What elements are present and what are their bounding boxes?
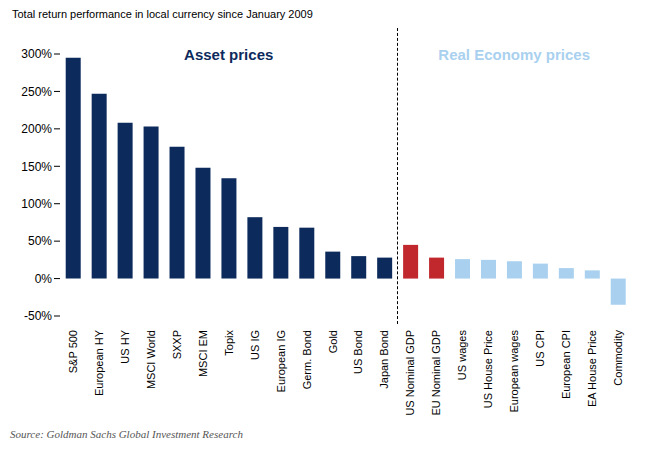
svg-text:European IG: European IG [275,330,287,392]
svg-text:50%: 50% [28,234,52,248]
svg-text:US Bond: US Bond [352,330,364,374]
svg-text:-50%: -50% [24,309,52,323]
svg-text:EU Nominal GDP: EU Nominal GDP [430,330,442,416]
svg-text:300%: 300% [21,47,52,61]
svg-text:SXXP: SXXP [171,330,183,359]
svg-text:Germ. Bond: Germ. Bond [301,330,313,389]
svg-text:Topix: Topix [223,330,235,356]
svg-text:MSCI EM: MSCI EM [197,330,209,377]
svg-text:US Nominal GDP: US Nominal GDP [404,330,416,416]
svg-text:US HY: US HY [119,329,131,363]
svg-text:US wages: US wages [456,330,468,381]
svg-text:European CPI: European CPI [560,330,572,399]
svg-text:Gold: Gold [327,330,339,353]
html-text:Real Economy prices: Real Economy prices [438,46,591,63]
html-text:Total return performance in lo: Total return performance in local curren… [12,8,313,20]
svg-text:EA House Price: EA House Price [586,330,598,407]
svg-text:150%: 150% [21,160,52,174]
svg-text:100%: 100% [21,197,52,211]
svg-text:S&P 500: S&P 500 [67,330,79,373]
svg-text:200%: 200% [21,122,52,136]
svg-text:Japan Bond: Japan Bond [378,330,390,389]
svg-text:European HY: European HY [93,329,105,396]
svg-text:European wages: European wages [508,330,520,413]
svg-text:MSCI World: MSCI World [145,330,157,389]
svg-text:Commodity: Commodity [612,330,624,386]
svg-text:US CPI: US CPI [534,330,546,367]
svg-text:0%: 0% [35,272,53,286]
svg-text:250%: 250% [21,85,52,99]
svg-text:US House Price: US House Price [482,330,494,408]
html-text:Asset prices: Asset prices [184,46,274,63]
svg-text:US IG: US IG [249,330,261,360]
html-text:Source: Goldman Sachs Global I: Source: Goldman Sachs Global Investment … [10,428,243,440]
